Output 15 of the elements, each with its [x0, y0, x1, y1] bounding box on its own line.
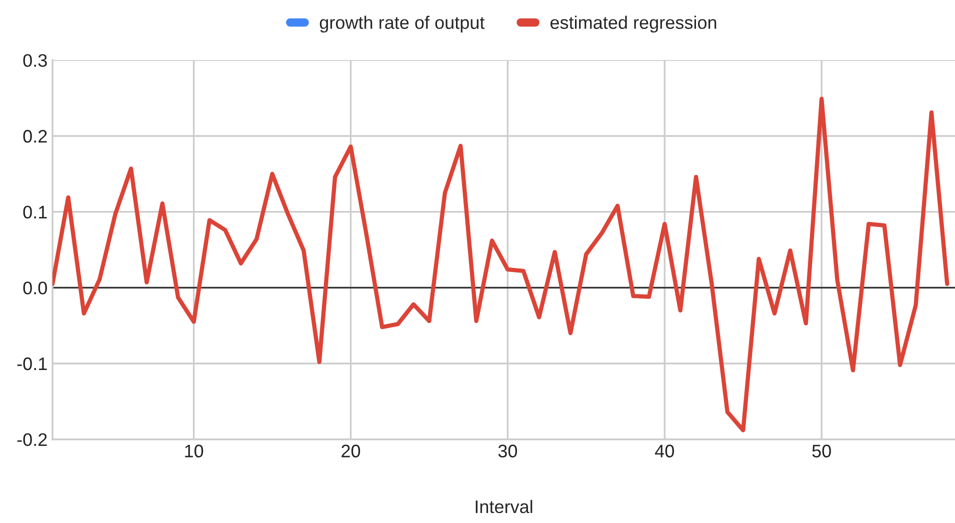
- legend-label: estimated regression: [550, 16, 716, 33]
- y-tick-label: 0.1: [23, 206, 47, 219]
- y-tick-label: 0.2: [23, 130, 47, 143]
- y-tick-label: 0.0: [23, 282, 47, 294]
- x-tick-label: 20: [342, 444, 360, 458]
- y-tick-label: 0.3: [23, 54, 47, 67]
- x-tick-label: 40: [655, 444, 674, 458]
- y-tick-label: -0.2: [17, 433, 47, 446]
- x-tick-label: 50: [812, 444, 831, 458]
- x-tick-label: 30: [498, 444, 518, 458]
- x-axis-title: Interval: [476, 500, 532, 514]
- y-tick-label: -0.1: [17, 357, 47, 370]
- line-series: [52, 96, 950, 432]
- x-tick-label: 10: [185, 444, 204, 458]
- legend-label: growth rate of output: [320, 16, 485, 33]
